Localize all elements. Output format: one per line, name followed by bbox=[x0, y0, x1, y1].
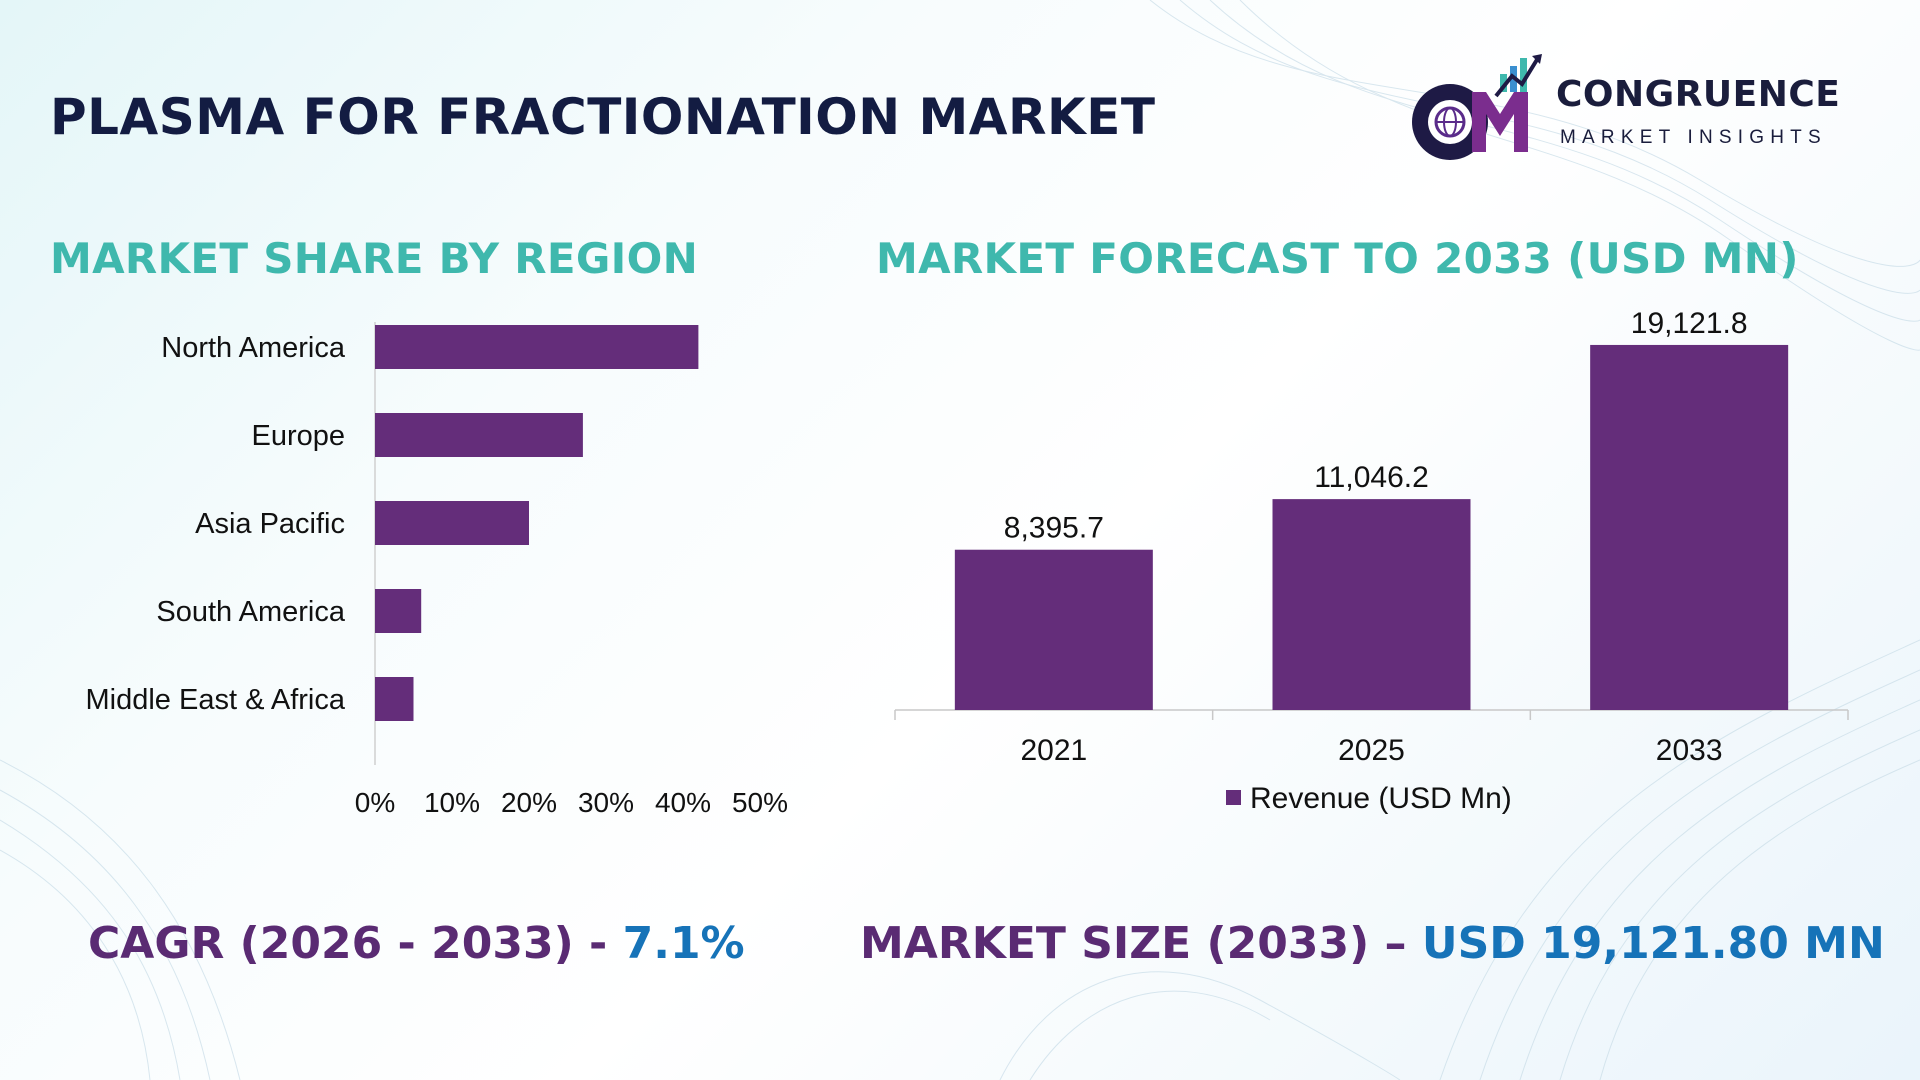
brand-logo: CONGRUENCE MARKET INSIGHTS bbox=[1400, 52, 1880, 162]
region-label: South America bbox=[156, 596, 345, 628]
region-label: North America bbox=[161, 332, 346, 364]
forecast-data-label: 8,395.7 bbox=[1004, 512, 1104, 545]
region-tick-label: 0% bbox=[355, 787, 395, 818]
forecast-bar bbox=[1590, 344, 1789, 710]
cagr-value: 7.1% bbox=[622, 918, 745, 969]
region-tick-label: 30% bbox=[578, 787, 634, 818]
forecast-category-label: 2033 bbox=[1656, 734, 1723, 767]
section-title-market-share: MARKET SHARE BY REGION bbox=[50, 234, 699, 283]
market-size-value: USD 19,121.80 MN bbox=[1421, 918, 1885, 969]
region-bar bbox=[375, 677, 414, 721]
forecast-bar bbox=[1272, 499, 1471, 710]
section-title-market-forecast: MARKET FORECAST TO 2033 (USD MN) bbox=[876, 234, 1799, 283]
region-tick-label: 50% bbox=[732, 787, 788, 818]
forecast-category-label: 2025 bbox=[1338, 734, 1405, 767]
logo-mark-icon bbox=[1412, 54, 1542, 160]
brand-tagline: MARKET INSIGHTS bbox=[1560, 127, 1827, 148]
forecast-category-label: 2021 bbox=[1020, 734, 1087, 767]
region-bar bbox=[375, 325, 699, 369]
cagr-stat: CAGR (2026 - 2033) - 7.1% bbox=[88, 918, 745, 969]
region-label: Asia Pacific bbox=[195, 508, 345, 540]
legend-label: Revenue (USD Mn) bbox=[1250, 782, 1512, 815]
region-bar bbox=[375, 589, 422, 633]
forecast-data-label: 19,121.8 bbox=[1631, 307, 1748, 340]
region-tick-label: 10% bbox=[424, 787, 480, 818]
market-size-stat: MARKET SIZE (2033) – USD 19,121.80 MN bbox=[860, 918, 1885, 969]
cagr-label: CAGR (2026 - 2033) - bbox=[88, 918, 623, 969]
region-label: Middle East & Africa bbox=[86, 684, 346, 716]
region-tick-label: 40% bbox=[655, 787, 711, 818]
region-bar bbox=[375, 413, 583, 457]
market-size-label: MARKET SIZE (2033) – bbox=[860, 918, 1422, 969]
region-bar bbox=[375, 501, 529, 545]
forecast-data-label: 11,046.2 bbox=[1314, 461, 1429, 494]
region-label: Europe bbox=[251, 420, 345, 452]
brand-name: CONGRUENCE bbox=[1556, 74, 1841, 115]
forecast-bar bbox=[954, 549, 1153, 710]
region-tick-label: 20% bbox=[501, 787, 557, 818]
page-title: PLASMA FOR FRACTIONATION MARKET bbox=[50, 88, 1156, 146]
legend-swatch bbox=[1226, 790, 1241, 805]
